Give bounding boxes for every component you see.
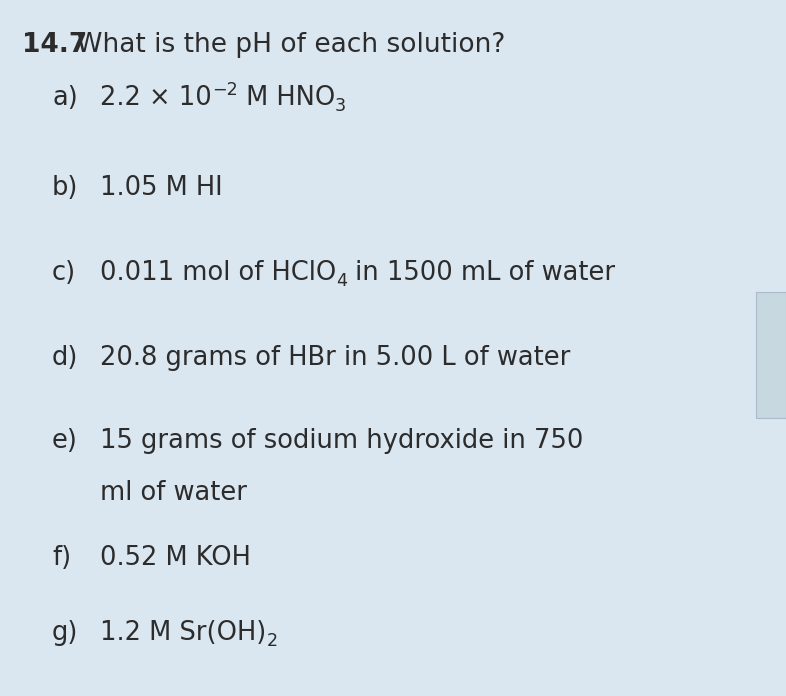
Text: What is the pH of each solution?: What is the pH of each solution? <box>68 32 505 58</box>
Text: g): g) <box>52 620 79 646</box>
Text: ml of water: ml of water <box>100 480 247 506</box>
Text: 0.52 M KOH: 0.52 M KOH <box>100 545 251 571</box>
Text: 20.8 grams of HBr in 5.00 L of water: 20.8 grams of HBr in 5.00 L of water <box>100 345 571 371</box>
Text: M HNO: M HNO <box>237 85 335 111</box>
Text: d): d) <box>52 345 79 371</box>
Text: 2: 2 <box>266 633 277 651</box>
Bar <box>756 292 786 418</box>
Text: 4: 4 <box>336 272 347 290</box>
Text: −2: −2 <box>211 81 237 99</box>
Text: 15 grams of sodium hydroxide in 750: 15 grams of sodium hydroxide in 750 <box>100 428 583 454</box>
Text: 0.011 mol of HClO: 0.011 mol of HClO <box>100 260 336 286</box>
Text: b): b) <box>52 175 79 201</box>
Text: e): e) <box>52 428 78 454</box>
Text: c): c) <box>52 260 76 286</box>
Text: 1.2 M Sr(OH): 1.2 M Sr(OH) <box>100 620 266 646</box>
Text: a): a) <box>52 85 78 111</box>
Text: 1.05 M HI: 1.05 M HI <box>100 175 222 201</box>
Text: 3: 3 <box>335 97 346 116</box>
Text: 2.2 × 10: 2.2 × 10 <box>100 85 211 111</box>
Text: in 1500 mL of water: in 1500 mL of water <box>347 260 615 286</box>
Text: 14.7: 14.7 <box>22 32 87 58</box>
Text: f): f) <box>52 545 71 571</box>
